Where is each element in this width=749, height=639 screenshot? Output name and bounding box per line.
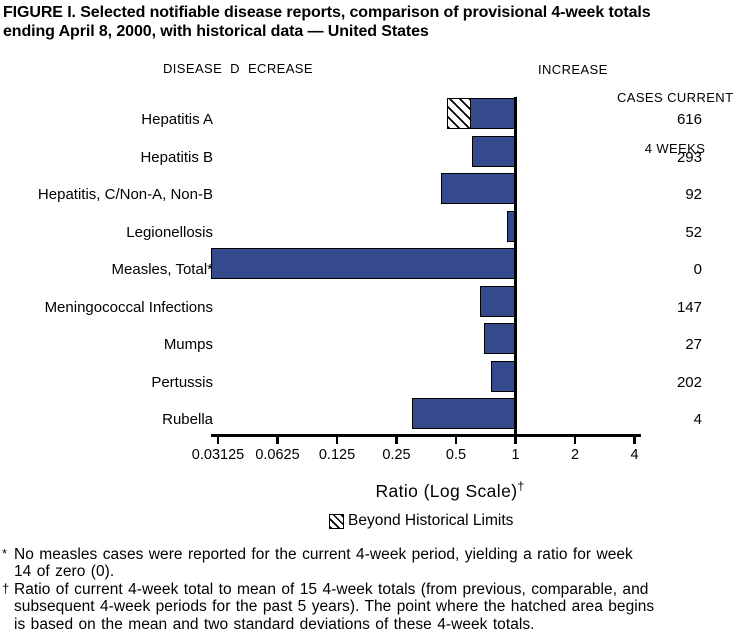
column-header-disease-decrease: DISEASE D ECREASE — [163, 61, 313, 76]
axis-tick-label: 1 — [511, 447, 520, 463]
footnote-line: No measles cases were reported for the c… — [14, 546, 633, 563]
disease-label: Meningococcal Infections — [44, 299, 213, 316]
column-header-cases-line2: 4 WEEKS — [644, 141, 706, 156]
figure-title-line1: FIGURE I. Selected notifiable disease re… — [3, 4, 651, 21]
footnote: * No measles cases were reported for the … — [2, 546, 748, 581]
axis-tick-label: 0.03125 — [191, 447, 245, 463]
axis-tick-label: 4 — [630, 447, 639, 463]
ratio-bar — [471, 136, 517, 167]
axis-tick — [454, 434, 458, 444]
cases-value: 293 — [676, 149, 702, 166]
axis-tick-label: 0.25 — [382, 447, 411, 463]
chart-legend: Beyond Historical Limits — [329, 512, 513, 530]
cases-value: 147 — [676, 299, 702, 316]
column-header-cases-line1: CASES CURRENT — [617, 90, 734, 105]
footnotes: * No measles cases were reported for the … — [2, 546, 748, 633]
cases-value: 52 — [685, 224, 702, 241]
ratio-bar — [412, 398, 517, 429]
cases-value: 92 — [685, 186, 702, 203]
column-header-increase: INCREASE — [538, 62, 608, 77]
disease-label: Rubella — [162, 411, 213, 428]
axis-tick — [395, 434, 398, 444]
beyond-limit-hatch — [448, 99, 472, 128]
hatched-swatch-icon — [329, 513, 344, 529]
x-axis-title-text: Ratio (Log Scale) — [375, 480, 518, 501]
disease-label: Measles, Total* — [111, 261, 213, 278]
disease-label: Mumps — [163, 336, 213, 353]
footnote-line: is based on the mean and two standard de… — [14, 615, 535, 633]
axis-tick — [573, 434, 577, 444]
x-axis-title-dagger: † — [517, 479, 525, 493]
ratio-bar — [211, 248, 517, 279]
column-header-cases: CASES CURRENT 4 WEEKS — [617, 55, 733, 191]
disease-label: Hepatitis A — [141, 111, 213, 128]
figure-title: FIGURE I. Selected notifiable disease re… — [3, 3, 651, 41]
ratio-bar — [483, 323, 517, 354]
baseline-1-line — [514, 97, 517, 437]
footnote: † Ratio of current 4-week total to mean o… — [2, 581, 748, 633]
footnote-marker: * — [2, 546, 8, 561]
cases-value: 0 — [693, 261, 702, 278]
disease-label: Pertussis — [151, 374, 213, 391]
disease-label: Hepatitis B — [140, 149, 213, 166]
footnote-line: subsequent 4-week periods for the past 5… — [14, 598, 655, 616]
disease-label: Legionellosis — [126, 224, 213, 241]
cases-value: 616 — [676, 111, 702, 128]
axis-tick — [633, 434, 636, 444]
cases-value: 4 — [693, 411, 702, 428]
x-axis-title: Ratio (Log Scale)† — [250, 479, 650, 502]
figure-title-line2: ending April 8, 2000, with historical da… — [3, 23, 429, 40]
footnote-line: 14 of zero (0). — [14, 563, 115, 581]
axis-tick — [514, 434, 517, 444]
footnote-marker: † — [2, 580, 10, 596]
ratio-bar — [479, 286, 517, 317]
x-axis-line — [211, 434, 641, 437]
axis-tick-label: 0.0625 — [255, 447, 300, 463]
axis-tick — [335, 434, 339, 444]
legend-label: Beyond Historical Limits — [348, 512, 514, 529]
ratio-bar — [447, 98, 517, 129]
axis-tick — [276, 434, 279, 444]
disease-label: Hepatitis, C/Non-A, Non-B — [37, 186, 213, 203]
cases-value: 202 — [676, 374, 702, 391]
axis-tick-label: 0.5 — [445, 447, 467, 463]
ratio-bar — [441, 173, 517, 204]
footnote-line: Ratio of current 4-week total to mean of… — [14, 580, 649, 598]
axis-tick-label: 0.125 — [318, 447, 356, 463]
axis-tick-label: 2 — [570, 447, 580, 463]
axis-tick — [216, 434, 220, 444]
cases-value: 27 — [685, 336, 702, 353]
